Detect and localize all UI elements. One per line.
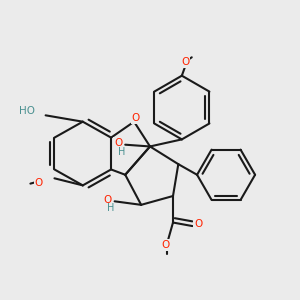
Text: O: O [132, 113, 140, 123]
Text: H: H [107, 203, 115, 213]
Text: O: O [181, 57, 190, 67]
Text: HO: HO [19, 106, 35, 116]
Text: O: O [34, 178, 43, 188]
Text: H: H [118, 147, 125, 157]
Text: O: O [161, 240, 169, 250]
Text: O: O [114, 138, 122, 148]
Text: O: O [194, 219, 202, 229]
Text: O: O [103, 194, 112, 205]
